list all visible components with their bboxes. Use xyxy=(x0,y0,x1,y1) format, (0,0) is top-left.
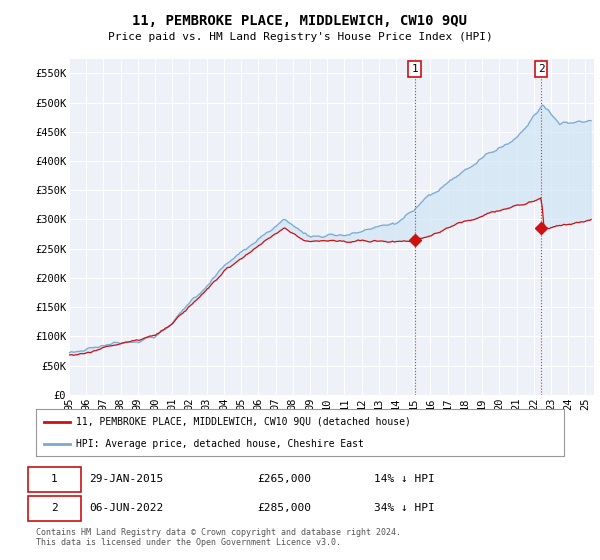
Text: 1: 1 xyxy=(51,474,58,484)
Text: 11, PEMBROKE PLACE, MIDDLEWICH, CW10 9QU (detached house): 11, PEMBROKE PLACE, MIDDLEWICH, CW10 9QU… xyxy=(76,417,410,427)
Text: 06-JUN-2022: 06-JUN-2022 xyxy=(89,503,163,513)
FancyBboxPatch shape xyxy=(28,467,81,492)
Text: HPI: Average price, detached house, Cheshire East: HPI: Average price, detached house, Ches… xyxy=(76,438,364,449)
Text: 2: 2 xyxy=(51,503,58,513)
Text: Contains HM Land Registry data © Crown copyright and database right 2024.
This d: Contains HM Land Registry data © Crown c… xyxy=(36,528,401,547)
Text: 1: 1 xyxy=(411,64,418,74)
Text: 29-JAN-2015: 29-JAN-2015 xyxy=(89,474,163,484)
Text: £285,000: £285,000 xyxy=(258,503,312,513)
Text: Price paid vs. HM Land Registry's House Price Index (HPI): Price paid vs. HM Land Registry's House … xyxy=(107,32,493,43)
Text: £265,000: £265,000 xyxy=(258,474,312,484)
Text: 2: 2 xyxy=(538,64,545,74)
FancyBboxPatch shape xyxy=(28,496,81,521)
Text: 14% ↓ HPI: 14% ↓ HPI xyxy=(374,474,434,484)
Text: 34% ↓ HPI: 34% ↓ HPI xyxy=(374,503,434,513)
Text: 11, PEMBROKE PLACE, MIDDLEWICH, CW10 9QU: 11, PEMBROKE PLACE, MIDDLEWICH, CW10 9QU xyxy=(133,14,467,28)
